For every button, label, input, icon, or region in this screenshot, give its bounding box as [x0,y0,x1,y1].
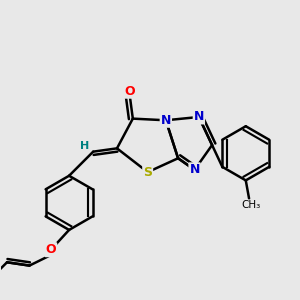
Text: O: O [46,243,56,256]
Text: H: H [80,141,90,151]
Text: N: N [161,114,171,127]
Text: S: S [143,166,152,178]
Text: CH₃: CH₃ [241,200,260,210]
Text: N: N [189,163,200,176]
Text: O: O [125,85,136,98]
Text: N: N [194,110,204,124]
